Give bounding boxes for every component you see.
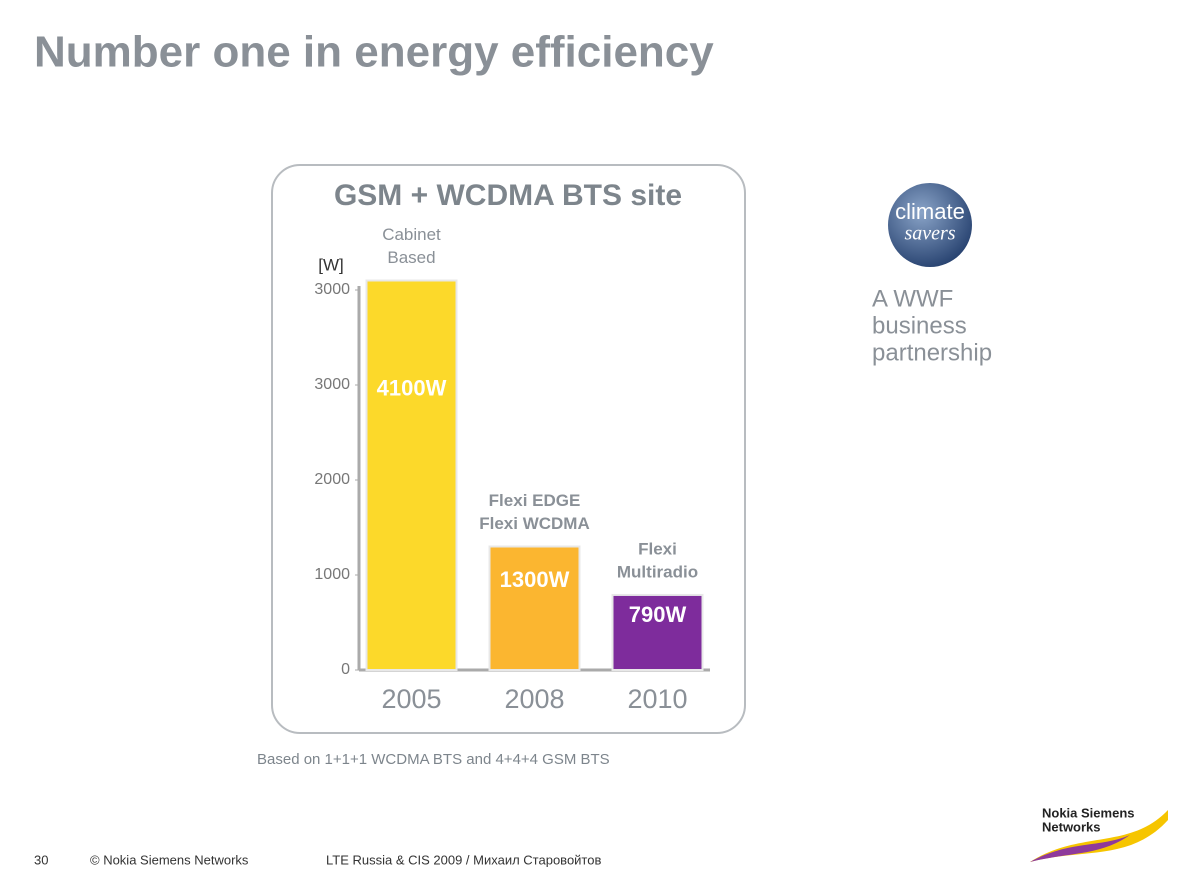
bar <box>365 279 458 671</box>
sidebar-text: partnership <box>872 339 992 366</box>
y-axis-label: [W] <box>318 255 344 274</box>
logo-swoosh <box>1030 835 1130 862</box>
bar <box>611 593 704 672</box>
y-tick-label: 0 <box>341 661 350 678</box>
logo-text: climate <box>895 199 965 224</box>
bar-annotation: Flexi <box>638 539 677 558</box>
chart-note: Based on 1+1+1 WCDMA BTS and 4+4+4 GSM B… <box>257 751 610 768</box>
bar-annotation: Based <box>387 248 435 267</box>
bar-annotation: Flexi EDGE <box>489 491 581 510</box>
value-label: 1300W <box>500 567 570 592</box>
slide-title: Number one in energy efficiency <box>34 28 714 77</box>
sidebar-text: A WWF <box>872 285 953 312</box>
page-number: 30 <box>34 852 48 867</box>
climate-savers-logo <box>888 183 972 267</box>
x-tick-label: 2008 <box>504 684 564 714</box>
x-tick-label: 2010 <box>627 684 687 714</box>
value-label: 790W <box>629 602 687 627</box>
y-tick-label: 3000 <box>314 281 350 298</box>
y-tick-label: 1000 <box>314 566 350 583</box>
chart-frame <box>271 164 746 734</box>
bar <box>488 545 581 671</box>
bar-annotation: Multiradio <box>617 562 698 581</box>
x-tick-label: 2005 <box>381 684 441 714</box>
company-logo: Networks <box>1042 819 1101 834</box>
event: LTE Russia & CIS 2009 / Михаил Старовойт… <box>326 852 601 867</box>
value-label: 4100W <box>377 375 447 400</box>
logo-text: savers <box>904 223 955 245</box>
bar-annotation: Cabinet <box>382 225 441 244</box>
y-tick-label: 2000 <box>314 471 350 488</box>
copyright: © Nokia Siemens Networks <box>90 852 249 867</box>
y-tick-label: 3000 <box>314 376 350 393</box>
bar-annotation: Flexi WCDMA <box>479 514 590 533</box>
company-logo: Nokia Siemens <box>1042 805 1135 820</box>
sidebar-text: business <box>872 312 967 339</box>
chart-title: GSM + WCDMA BTS site <box>334 179 682 212</box>
